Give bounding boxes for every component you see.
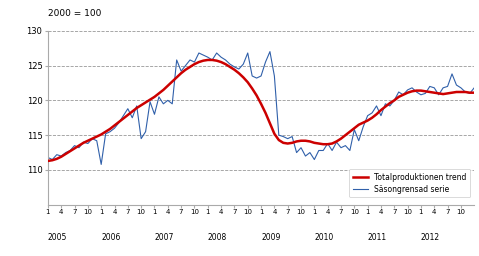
Text: 2010: 2010 xyxy=(314,233,333,242)
Text: 2000 = 100: 2000 = 100 xyxy=(48,9,101,18)
Text: 2009: 2009 xyxy=(261,233,280,242)
Text: 2006: 2006 xyxy=(101,233,121,242)
Text: 2007: 2007 xyxy=(154,233,174,242)
Text: 2011: 2011 xyxy=(367,233,387,242)
Text: 2008: 2008 xyxy=(208,233,227,242)
Legend: Totalproduktionen trend, Säsongrensad serie: Totalproduktionen trend, Säsongrensad se… xyxy=(349,169,470,197)
Text: 2012: 2012 xyxy=(421,233,440,242)
Text: 2005: 2005 xyxy=(48,233,67,242)
